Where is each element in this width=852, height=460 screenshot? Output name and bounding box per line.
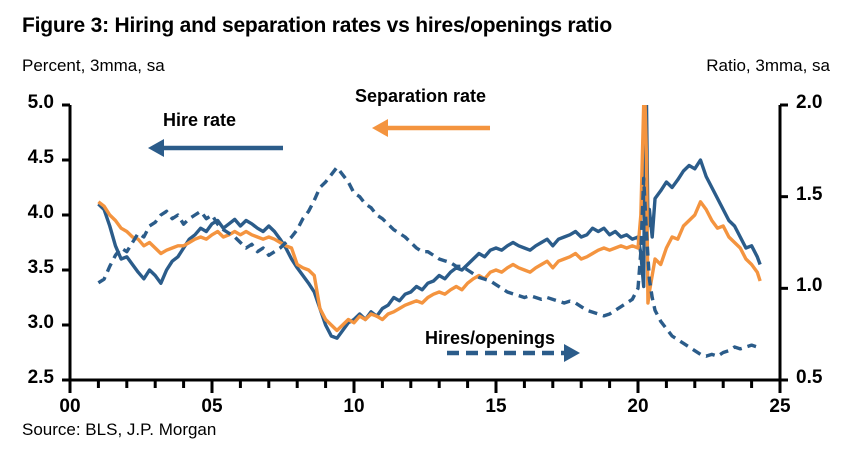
series-line-separation-rate: [97, 105, 762, 333]
figure-title: Figure 3: Hiring and separation rates vs…: [22, 14, 612, 37]
hire-rate-arrow-head: [148, 139, 164, 157]
y-axis-left-tick-label: 3.0: [27, 312, 54, 333]
x-axis-tick-label: 00: [59, 396, 81, 417]
y-axis-right-tick-label: 2.0: [796, 92, 823, 113]
x-axis-tick-label: 20: [627, 396, 649, 417]
y-axis-left-tick-label: 2.5: [27, 367, 54, 388]
x-axis-tick-label: 10: [343, 396, 365, 417]
left-axis-unit-label: Percent, 3mma, sa: [22, 56, 165, 75]
annotation-separation-rate: Separation rate: [355, 86, 487, 106]
x-axis-tick-label: 25: [769, 396, 791, 417]
series-line-hire-rate: [97, 105, 762, 340]
hires-openings-arrow-head: [564, 344, 580, 362]
y-axis-right-tick-label: 0.5: [796, 367, 823, 388]
y-axis-left-tick-label: 4.0: [27, 202, 54, 223]
right-axis-unit-label: Ratio, 3mma, sa: [706, 56, 830, 75]
source-note: Source: BLS, J.P. Morgan: [22, 420, 217, 439]
y-axis-left-tick-label: 4.5: [27, 147, 54, 168]
y-axis-right-tick-label: 1.5: [796, 183, 823, 205]
separation-rate-arrow-head: [372, 119, 388, 137]
annotation-hires-openings: Hires/openings: [425, 328, 556, 348]
y-axis-right-tick-label: 1.0: [796, 275, 823, 297]
x-axis-tick-label: 15: [485, 396, 507, 417]
annotation-hire-rate: Hire rate: [163, 110, 237, 130]
series-line-hires-openings: [97, 165, 761, 358]
x-axis-tick-label: 05: [201, 396, 223, 417]
y-axis-left-tick-label: 3.5: [27, 257, 54, 278]
y-axis-left-tick-label: 5.0: [27, 92, 54, 113]
